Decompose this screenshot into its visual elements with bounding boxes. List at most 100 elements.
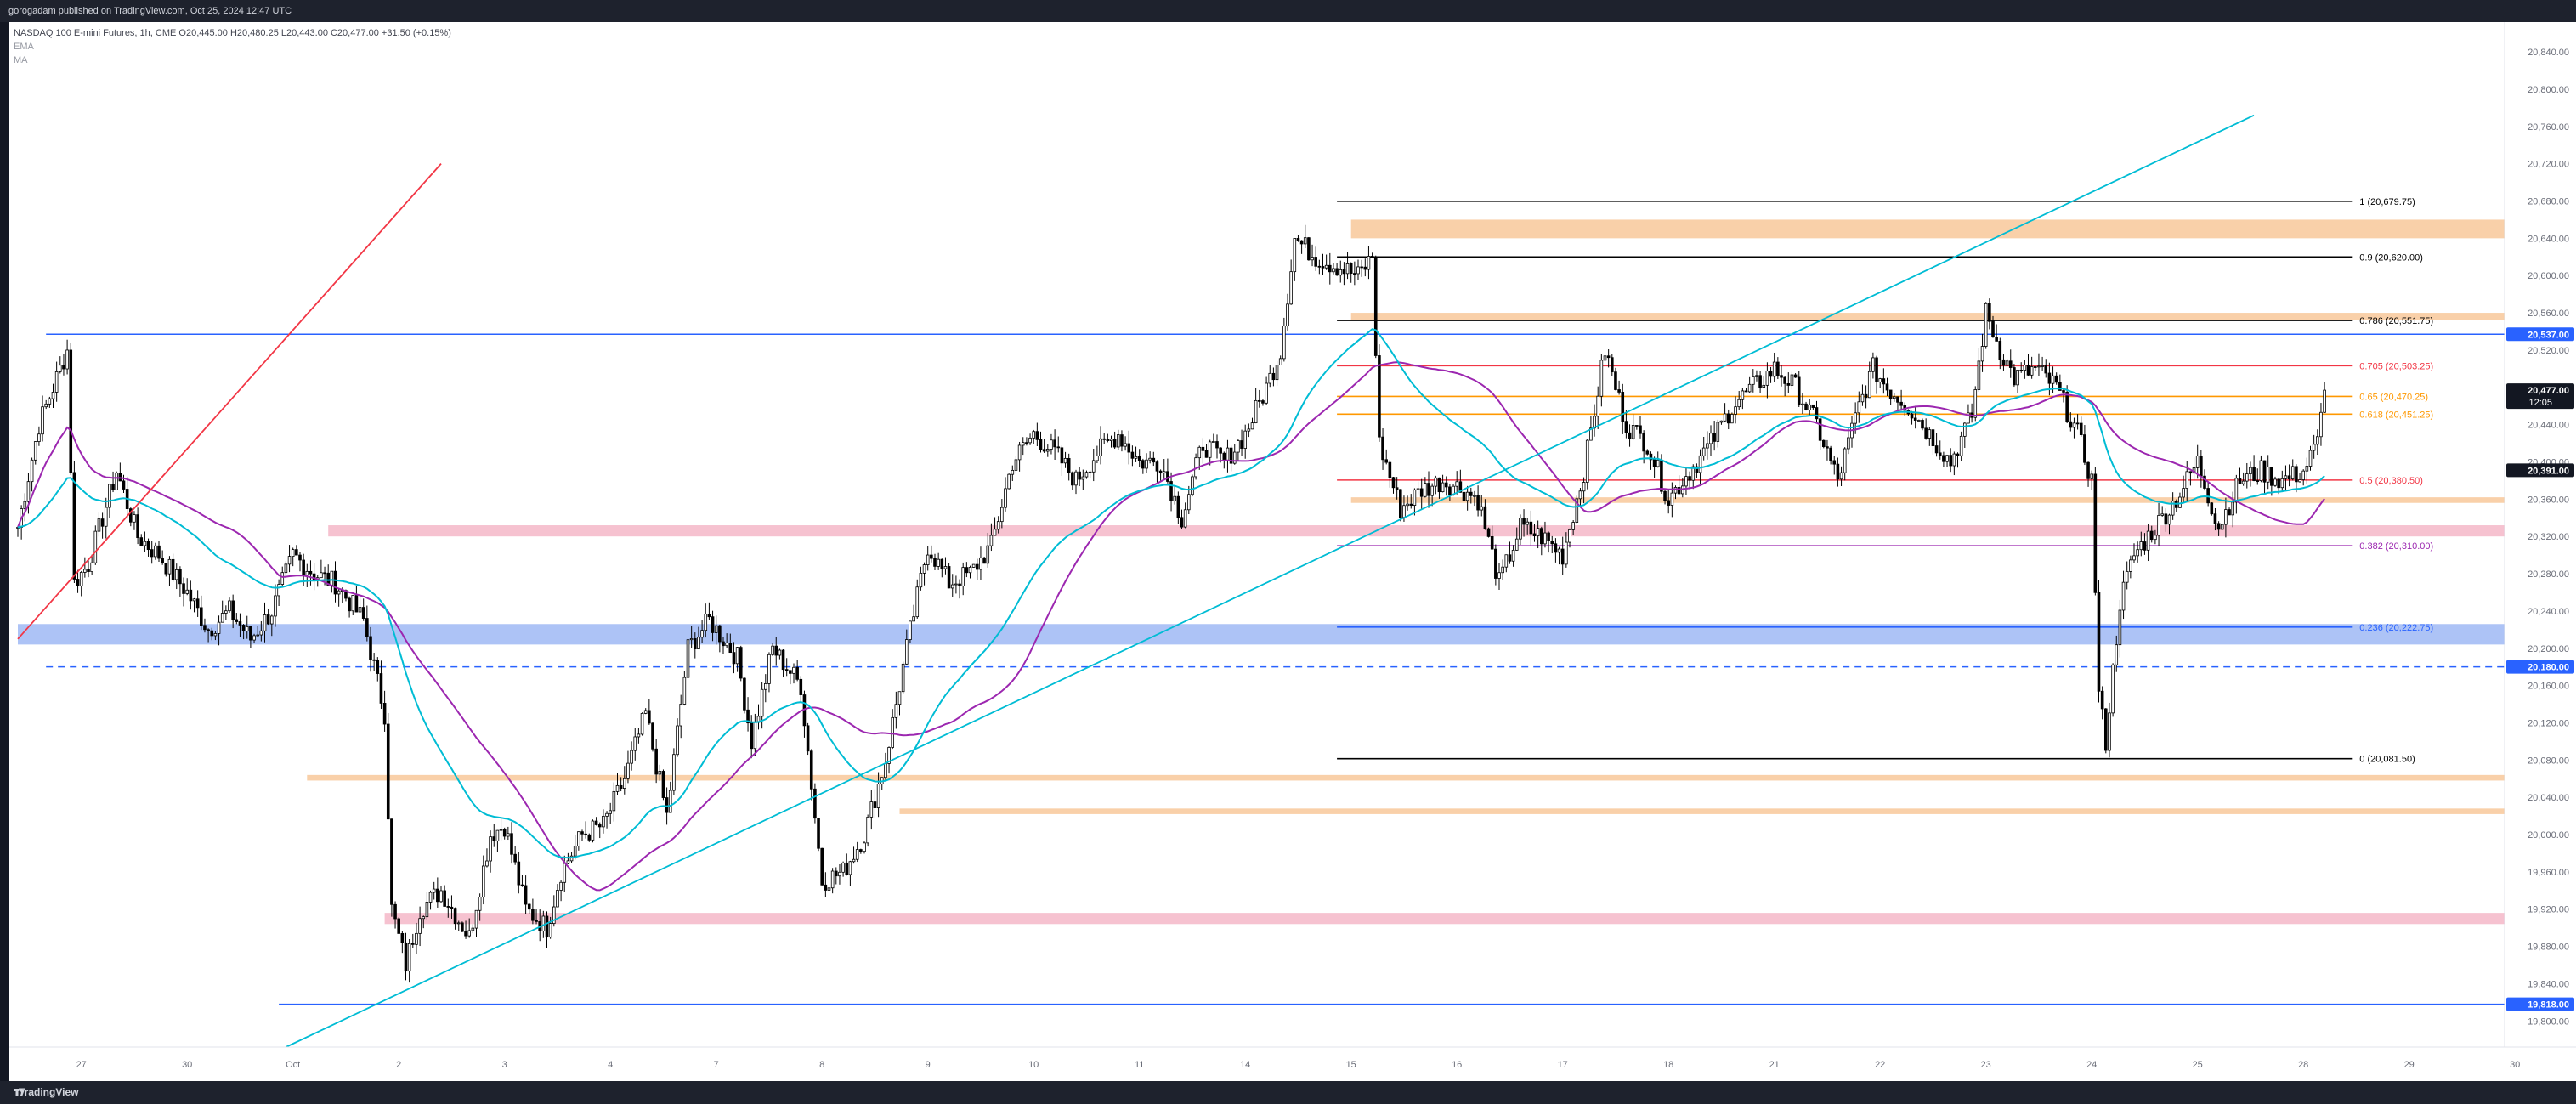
- candle-body: [591, 820, 595, 841]
- candle-body: [1088, 471, 1092, 473]
- candle-body: [1039, 439, 1043, 450]
- trendline-1: [286, 114, 2255, 1048]
- candle-body: [2210, 502, 2214, 515]
- indicator-ema[interactable]: EMA: [14, 42, 34, 52]
- candle-body: [1444, 482, 1448, 488]
- candle-body: [1847, 437, 1850, 450]
- candle-body: [393, 903, 397, 920]
- candle-body: [1878, 378, 1882, 382]
- candle-body: [146, 541, 150, 551]
- candle-body: [1635, 425, 1639, 427]
- candle-body: [806, 725, 810, 752]
- candle-body: [774, 645, 778, 656]
- candle-body: [1575, 498, 1579, 523]
- candle-body: [1099, 438, 1102, 456]
- candle-body: [139, 537, 144, 546]
- chart-frame[interactable]: 1 (20,679.75) 0.9 (20,620.00) 0.786 (20,55…: [9, 22, 2576, 1081]
- candle-body: [637, 733, 641, 738]
- candle-body: [167, 558, 172, 575]
- x-tick-label: Oct: [286, 1060, 300, 1070]
- candle-body: [1424, 483, 1427, 497]
- candle-body: [1402, 505, 1406, 518]
- candle-body: [2019, 369, 2024, 371]
- candle-body: [333, 570, 337, 595]
- candle-body: [1187, 494, 1191, 511]
- candle-body: [2090, 473, 2094, 479]
- fib-level-label-7: 0.382 (20,310.00): [2359, 541, 2433, 552]
- candle-body: [1945, 455, 1949, 462]
- x-tick-label: 29: [2404, 1060, 2415, 1070]
- candle-body: [781, 649, 785, 671]
- candle-body: [207, 629, 210, 631]
- candle-body: [1677, 487, 1681, 495]
- candle-body: [136, 514, 139, 539]
- candle-body: [76, 579, 80, 586]
- candle-body: [986, 545, 990, 564]
- candle-body: [1028, 437, 1032, 444]
- candle-body: [1335, 268, 1339, 276]
- y-tick-label: 20,280.00: [2528, 569, 2569, 580]
- candle-body: [1096, 456, 1099, 461]
- candle-body: [2125, 571, 2129, 583]
- candle-body: [855, 849, 859, 860]
- candle-body: [1649, 453, 1653, 461]
- footer-bar: TradingView: [0, 1081, 2576, 1104]
- candle-body: [400, 933, 405, 943]
- candle-body: [912, 616, 915, 622]
- candle-body: [492, 836, 496, 841]
- candle-body: [1219, 447, 1222, 454]
- candle-body: [813, 788, 817, 819]
- tradingview-logo-icon: [14, 1089, 25, 1096]
- candle-body: [971, 563, 976, 568]
- candle-body: [965, 567, 969, 574]
- candle-body: [838, 871, 841, 877]
- candle-body: [2301, 470, 2306, 480]
- candle-body: [2139, 541, 2143, 551]
- candle-body: [1589, 427, 1593, 441]
- candle-body: [397, 918, 400, 934]
- candle-body: [1621, 392, 1625, 422]
- candle-body: [950, 584, 954, 589]
- price-label-box: [2506, 997, 2574, 1011]
- candle-body: [2136, 549, 2139, 557]
- candle-body: [1017, 444, 1022, 461]
- candle-body: [2160, 513, 2165, 516]
- candle-body: [37, 433, 41, 442]
- candle-body: [150, 549, 154, 558]
- y-tick-label: 20,440.00: [2528, 421, 2569, 431]
- fib-level-label-8: 0.236 (20,222.75): [2359, 623, 2433, 633]
- candle-body: [1254, 399, 1258, 424]
- candle-body: [1780, 375, 1783, 378]
- candle-body: [1921, 420, 1924, 429]
- candle-body: [728, 643, 733, 654]
- candle-body: [1980, 346, 1984, 362]
- candle-body: [1204, 450, 1209, 458]
- y-tick-label: 20,040.00: [2528, 793, 2569, 803]
- candle-body: [1709, 433, 1713, 444]
- publish-info: gorogadam published on TradingView.com, …: [8, 6, 292, 16]
- candle-body: [594, 820, 598, 825]
- candle-body: [697, 637, 700, 649]
- candle-body: [2146, 530, 2150, 551]
- candle-body: [2121, 581, 2126, 611]
- candle-body: [2259, 460, 2263, 481]
- candle-body: [612, 790, 616, 812]
- candle-body: [694, 638, 697, 649]
- x-tick-label: 9: [926, 1060, 931, 1070]
- candle-body: [1448, 486, 1452, 495]
- candle-body: [1691, 466, 1696, 481]
- candle-body: [1571, 522, 1575, 530]
- candle-body: [1441, 482, 1445, 493]
- indicator-ma[interactable]: MA: [14, 55, 28, 65]
- candle-body: [93, 530, 98, 563]
- candle-body: [2115, 644, 2119, 665]
- candle-body: [1670, 492, 1674, 506]
- candle-body: [2154, 535, 2157, 541]
- price-chart[interactable]: 1 (20,679.75) 0.9 (20,620.00) 0.786 (20,55…: [9, 22, 2576, 1081]
- candle-body: [989, 535, 994, 546]
- candle-body: [1053, 439, 1056, 448]
- candle-body: [358, 607, 362, 613]
- candle-body: [1373, 257, 1378, 356]
- candle-body: [2185, 471, 2189, 489]
- x-tick-label: 23: [1981, 1060, 1991, 1070]
